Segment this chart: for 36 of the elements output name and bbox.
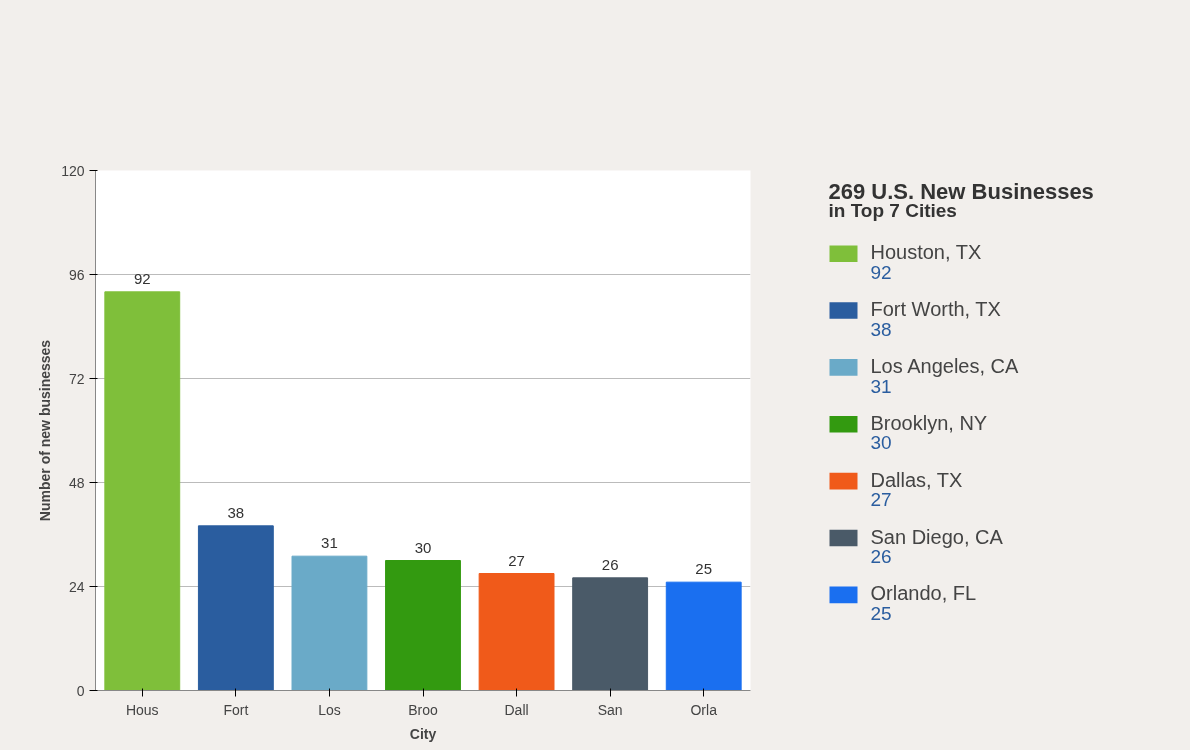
x-tick-label: San bbox=[597, 701, 623, 718]
data-label: 38 bbox=[227, 503, 245, 521]
legend-label: San Diego, CA bbox=[870, 525, 1004, 548]
data-label: 27 bbox=[508, 551, 525, 569]
text: 27 bbox=[870, 489, 892, 511]
y-tick-label: 48 bbox=[68, 474, 85, 491]
y-axis-title: Number of new businesses bbox=[37, 339, 54, 522]
x-tick-label: Los bbox=[318, 701, 341, 718]
data-label: 92 bbox=[133, 269, 151, 287]
legend-label: Los Angeles, CA bbox=[870, 355, 1020, 378]
y-tick-label: 120 bbox=[61, 162, 85, 179]
y-tick-label: 96 bbox=[68, 266, 85, 283]
text: 25 bbox=[870, 603, 892, 625]
x-tick-label: Dall bbox=[504, 701, 529, 718]
text: 30 bbox=[870, 432, 892, 454]
text: 31 bbox=[870, 375, 892, 397]
x-axis-title: City bbox=[409, 725, 437, 742]
data-label: 30 bbox=[414, 538, 432, 556]
y-tick-label: 72 bbox=[68, 370, 85, 387]
y-tick-label: 0 bbox=[76, 682, 85, 699]
x-tick-label: Orla bbox=[690, 701, 718, 718]
legend-label: Brooklyn, NY bbox=[870, 411, 988, 434]
text: 26 bbox=[870, 546, 892, 568]
data-label: 26 bbox=[601, 555, 619, 573]
legend-label: Houston, TX bbox=[870, 241, 982, 264]
legend-label: Fort Worth, TX bbox=[870, 298, 1001, 321]
data-label: 25 bbox=[695, 560, 713, 578]
legend-label: Orlando, FL bbox=[870, 582, 977, 605]
text: 38 bbox=[870, 318, 892, 340]
x-tick-label: Fort bbox=[223, 701, 249, 718]
y-tick-label: 24 bbox=[68, 578, 85, 595]
x-tick-label: Hous bbox=[125, 701, 159, 718]
data-label: 31 bbox=[321, 534, 338, 552]
legend-label: Dallas, TX bbox=[870, 468, 963, 491]
text: 92 bbox=[870, 261, 892, 283]
x-tick-label: Broo bbox=[408, 701, 438, 718]
